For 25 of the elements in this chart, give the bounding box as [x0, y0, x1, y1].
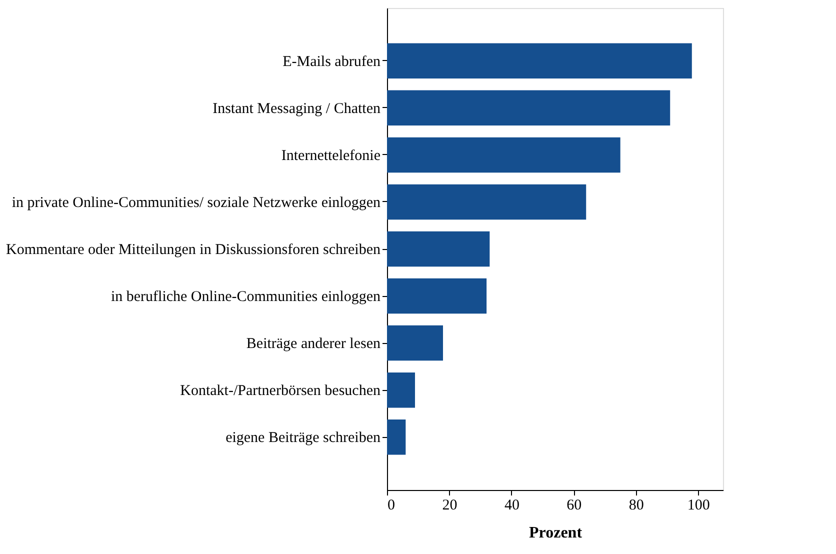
bar — [387, 184, 586, 220]
bar — [387, 90, 670, 126]
x-tick-label: 100 — [687, 498, 710, 514]
bar — [387, 419, 406, 455]
y-tick-label: Instant Messaging / Chatten — [212, 100, 381, 117]
bar — [387, 372, 415, 408]
y-tick-label: eigene Beiträge schreiben — [226, 430, 381, 446]
y-tick-label: in berufliche Online-Communities einloggen — [110, 289, 381, 306]
x-tick-label: 20 — [442, 498, 458, 514]
y-tick-label: Beiträge anderer lesen — [246, 336, 381, 352]
y-tick-label: Kontakt-/Partnerbörsen besuchen — [180, 383, 381, 400]
bar — [387, 231, 490, 267]
x-tick-label: 60 — [566, 498, 582, 514]
y-tick-label: in private Online-Communities/ soziale Netzwerke einloggen — [12, 194, 381, 211]
x-tick-label: 40 — [504, 498, 520, 514]
bar — [387, 43, 692, 79]
y-tick-label: Internettelefonie — [281, 148, 381, 164]
bar — [387, 325, 443, 361]
x-tick-label: 0 — [388, 498, 395, 514]
y-tick-label: Kommentare oder Mitteilungen in Diskussionsforen schreiben — [6, 242, 381, 258]
y-tick-label: E-Mails abrufen — [282, 54, 381, 70]
bar — [387, 278, 487, 314]
x-axis-title: Prozent — [528, 524, 583, 542]
x-tick-label: 80 — [628, 498, 644, 514]
bar — [387, 137, 620, 173]
